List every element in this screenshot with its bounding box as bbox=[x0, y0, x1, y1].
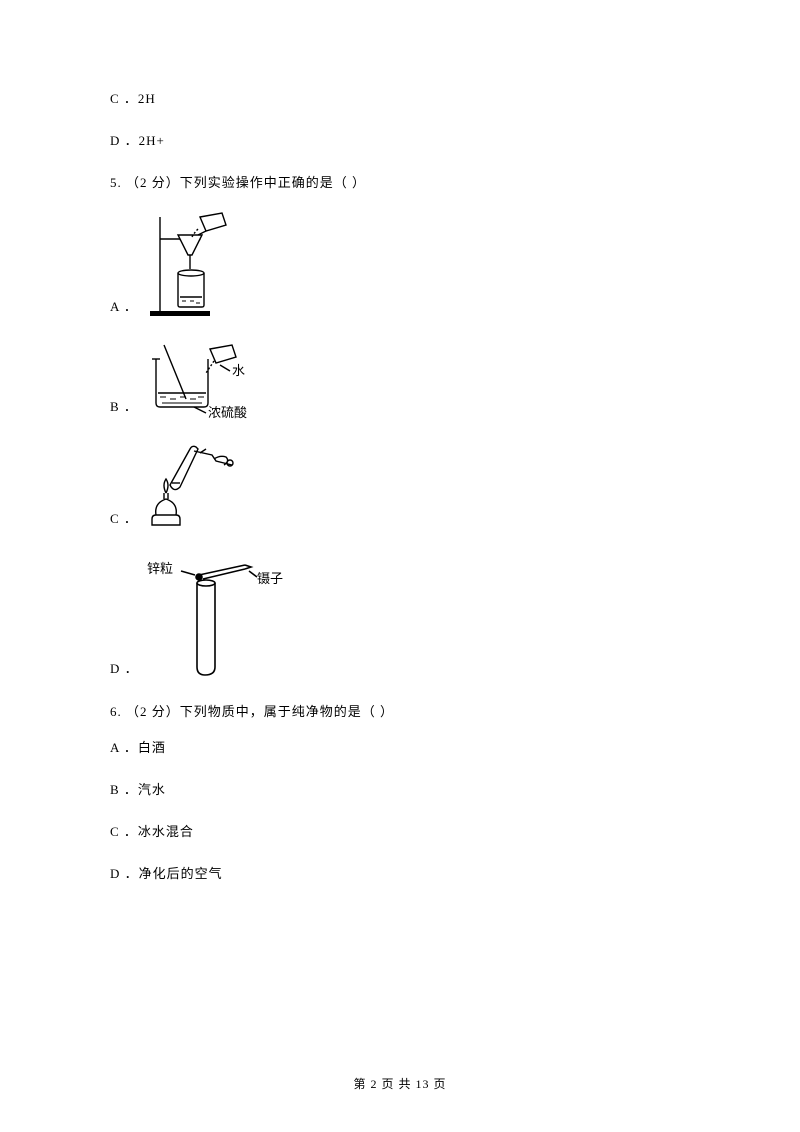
acid-label: 浓硫酸 bbox=[208, 405, 247, 419]
q6-option-d: D ．净化后的空气 bbox=[110, 865, 690, 883]
option-d: D ．2H+ bbox=[110, 132, 690, 150]
q5-b-image: 水 浓硫酸 bbox=[144, 341, 274, 419]
q6-option-b: B ．汽水 bbox=[110, 781, 690, 799]
q5-a-label: A ． bbox=[110, 296, 138, 319]
water-label: 水 bbox=[232, 363, 245, 378]
q6-option-c: C ．冰水混合 bbox=[110, 823, 690, 841]
q5-c-image bbox=[144, 441, 244, 531]
q5-b-label: B ． bbox=[110, 396, 138, 419]
q6-option-a: A ．白酒 bbox=[110, 739, 690, 757]
q5-option-d-row: D ． 锌粒 镊子 bbox=[110, 553, 690, 681]
q5-a-image bbox=[144, 211, 234, 319]
q5-option-b-row: B ． bbox=[110, 341, 690, 419]
q5-option-a-row: A ． bbox=[110, 211, 690, 319]
q5-option-c-row: C ． bbox=[110, 441, 690, 531]
question-5: 5. （2 分）下列实验操作中正确的是（ ） bbox=[110, 174, 690, 192]
page-footer: 第 2 页 共 13 页 bbox=[0, 1075, 800, 1092]
q5-c-label: C ． bbox=[110, 508, 138, 531]
q5-d-image: 锌粒 镊子 bbox=[145, 553, 295, 681]
zinc-label: 锌粒 bbox=[147, 561, 173, 576]
option-c: C ．2H bbox=[110, 90, 690, 108]
q5-d-label: D ． bbox=[110, 658, 139, 681]
question-6: 6. （2 分）下列物质中，属于纯净物的是（ ） bbox=[110, 703, 690, 721]
tweezer-label: 镊子 bbox=[257, 571, 283, 586]
